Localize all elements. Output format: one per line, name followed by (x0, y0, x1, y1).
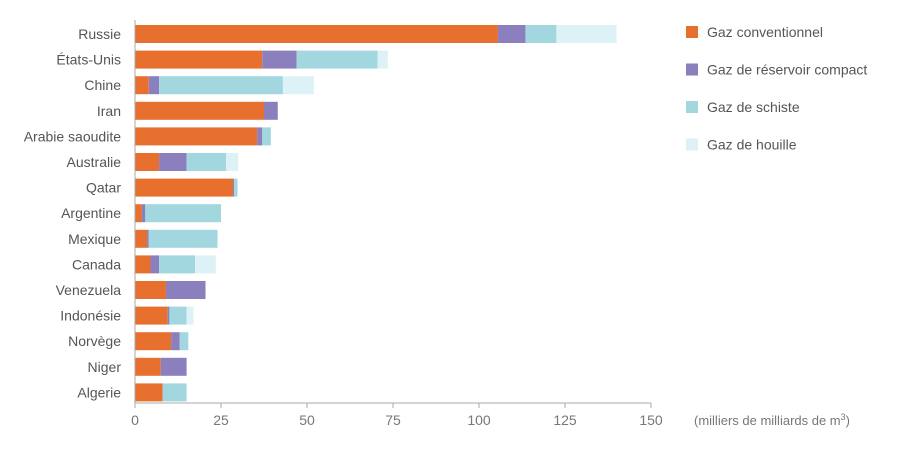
bar-algerie-gaz-de-schiste (162, 383, 187, 402)
category-label-venezuela: Venezuela (56, 282, 122, 298)
x-axis-unit-sup: 3 (841, 412, 846, 422)
legend-swatch-gaz-de-houille (686, 138, 698, 151)
bar-chine-gaz-conventionnel (135, 76, 149, 95)
legend-swatch-gaz-conventionnel (686, 26, 698, 38)
bar-qatar-gaz-conventionnel (135, 178, 234, 197)
legend-swatch-gaz-de-schiste (686, 101, 698, 113)
bar-arabie-saoudite-gaz-de-schiste (262, 127, 271, 146)
bar-niger-gaz-conventionnel (135, 357, 161, 376)
bar-argentine-gaz-conventionnel (135, 204, 142, 223)
category-label-arabie-saoudite: Arabie saoudite (24, 128, 122, 144)
legend-swatch-gaz-de-reservoir-compact (686, 63, 698, 76)
bar-etats-unis-gaz-de-schiste (296, 50, 378, 69)
bar-norvege-gaz-de-schiste (179, 332, 189, 351)
bar-australie-gaz-de-houille (226, 153, 239, 171)
x-tick-label-50: 50 (299, 412, 315, 428)
legend: Gaz conventionnel Gaz de réservoir compac… (686, 24, 867, 153)
bar-arabie-saoudite-gaz-conventionnel (135, 127, 258, 146)
category-label-qatar: Qatar (86, 180, 121, 196)
bar-niger-gaz-de-reservoir-compact (160, 357, 187, 376)
bar-algerie-gaz-conventionnel (135, 383, 163, 402)
x-axis-unit-label: (milliers de milliards de m3) (694, 412, 850, 428)
legend-label-gaz-de-houille: Gaz de houille (707, 137, 797, 153)
bar-russie-gaz-de-schiste (525, 25, 557, 43)
bar-etats-unis-gaz-conventionnel (135, 50, 263, 69)
category-label-australie: Australie (67, 154, 122, 170)
x-tick-label-0: 0 (131, 412, 139, 428)
bar-venezuela-gaz-conventionnel (135, 281, 166, 299)
x-tick-label-25: 25 (213, 412, 229, 428)
bar-indonesie-gaz-de-houille (186, 306, 194, 325)
legend-label-gaz-conventionnel: Gaz conventionnel (707, 24, 823, 40)
bar-canada-gaz-de-houille (195, 255, 216, 274)
legend-label-gaz-de-reservoir-compact: Gaz de réservoir compact (707, 62, 867, 78)
bar-norvege-gaz-de-reservoir-compact (171, 332, 180, 351)
category-label-argentine: Argentine (61, 205, 121, 221)
bar-mexique-gaz-de-schiste (148, 229, 218, 248)
bar-russie-gaz-conventionnel (135, 25, 498, 43)
bar-argentine-gaz-de-schiste (145, 204, 221, 223)
x-tick-label-150: 150 (639, 412, 663, 428)
bar-qatar-gaz-de-reservoir-compact (233, 178, 235, 197)
bar-iran-gaz-conventionnel (135, 101, 264, 120)
category-label-norvege: Norvège (68, 333, 121, 349)
bar-mexique-gaz-conventionnel (135, 229, 148, 248)
bar-australie-gaz-conventionnel (135, 153, 160, 171)
bar-russie-gaz-de-reservoir-compact (497, 25, 526, 43)
x-axis-unit-text: (milliers de milliards de m (694, 413, 841, 428)
category-label-indonesie: Indonésie (60, 308, 121, 324)
bar-etats-unis-gaz-de-houille (377, 50, 388, 69)
category-label-mexique: Mexique (68, 231, 121, 247)
bar-indonesie-gaz-de-reservoir-compact (167, 306, 170, 325)
category-labels: Russie États-Unis Chine Iran Arabie saoudite… (24, 26, 122, 400)
bar-argentine-gaz-de-reservoir-compact (141, 204, 146, 223)
x-tick-label-100: 100 (467, 412, 491, 428)
bar-qatar-gaz-de-schiste (234, 178, 238, 197)
x-axis-ticks: 0 25 50 75 100 125 150 (131, 403, 663, 428)
x-tick-label-75: 75 (385, 412, 401, 428)
bar-etats-unis-gaz-de-reservoir-compact (262, 50, 297, 69)
category-label-niger: Niger (88, 359, 122, 375)
category-label-etats-unis: États-Unis (56, 52, 121, 68)
category-label-russie: Russie (78, 26, 121, 42)
bar-chine-gaz-de-houille (282, 76, 314, 95)
bar-chine-gaz-de-reservoir-compact (148, 76, 160, 95)
bar-canada-gaz-de-reservoir-compact (150, 255, 160, 274)
bar-indonesie-gaz-de-schiste (169, 306, 187, 325)
category-label-iran: Iran (97, 103, 121, 119)
bar-canada-gaz-conventionnel (135, 255, 151, 274)
bar-canada-gaz-de-schiste (159, 255, 196, 274)
bar-indonesie-gaz-conventionnel (135, 306, 168, 325)
bar-mexique-gaz-de-reservoir-compact (147, 229, 149, 248)
category-label-algerie: Algerie (77, 384, 121, 400)
bar-venezuela-gaz-de-reservoir-compact (165, 281, 206, 299)
bar-russie-gaz-de-houille (556, 25, 617, 43)
x-axis-unit-close: ) (846, 413, 850, 428)
bar-australie-gaz-de-schiste (186, 153, 227, 171)
category-label-chine: Chine (84, 77, 121, 93)
bars-group (135, 25, 617, 402)
bar-chine-gaz-de-schiste (159, 76, 283, 95)
x-tick-label-125: 125 (553, 412, 577, 428)
category-label-canada: Canada (72, 256, 121, 272)
bar-australie-gaz-de-reservoir-compact (159, 153, 187, 171)
legend-label-gaz-de-schiste: Gaz de schiste (707, 99, 800, 115)
bar-norvege-gaz-conventionnel (135, 332, 172, 351)
bar-arabie-saoudite-gaz-de-reservoir-compact (257, 127, 263, 146)
bar-iran-gaz-de-reservoir-compact (264, 101, 278, 120)
